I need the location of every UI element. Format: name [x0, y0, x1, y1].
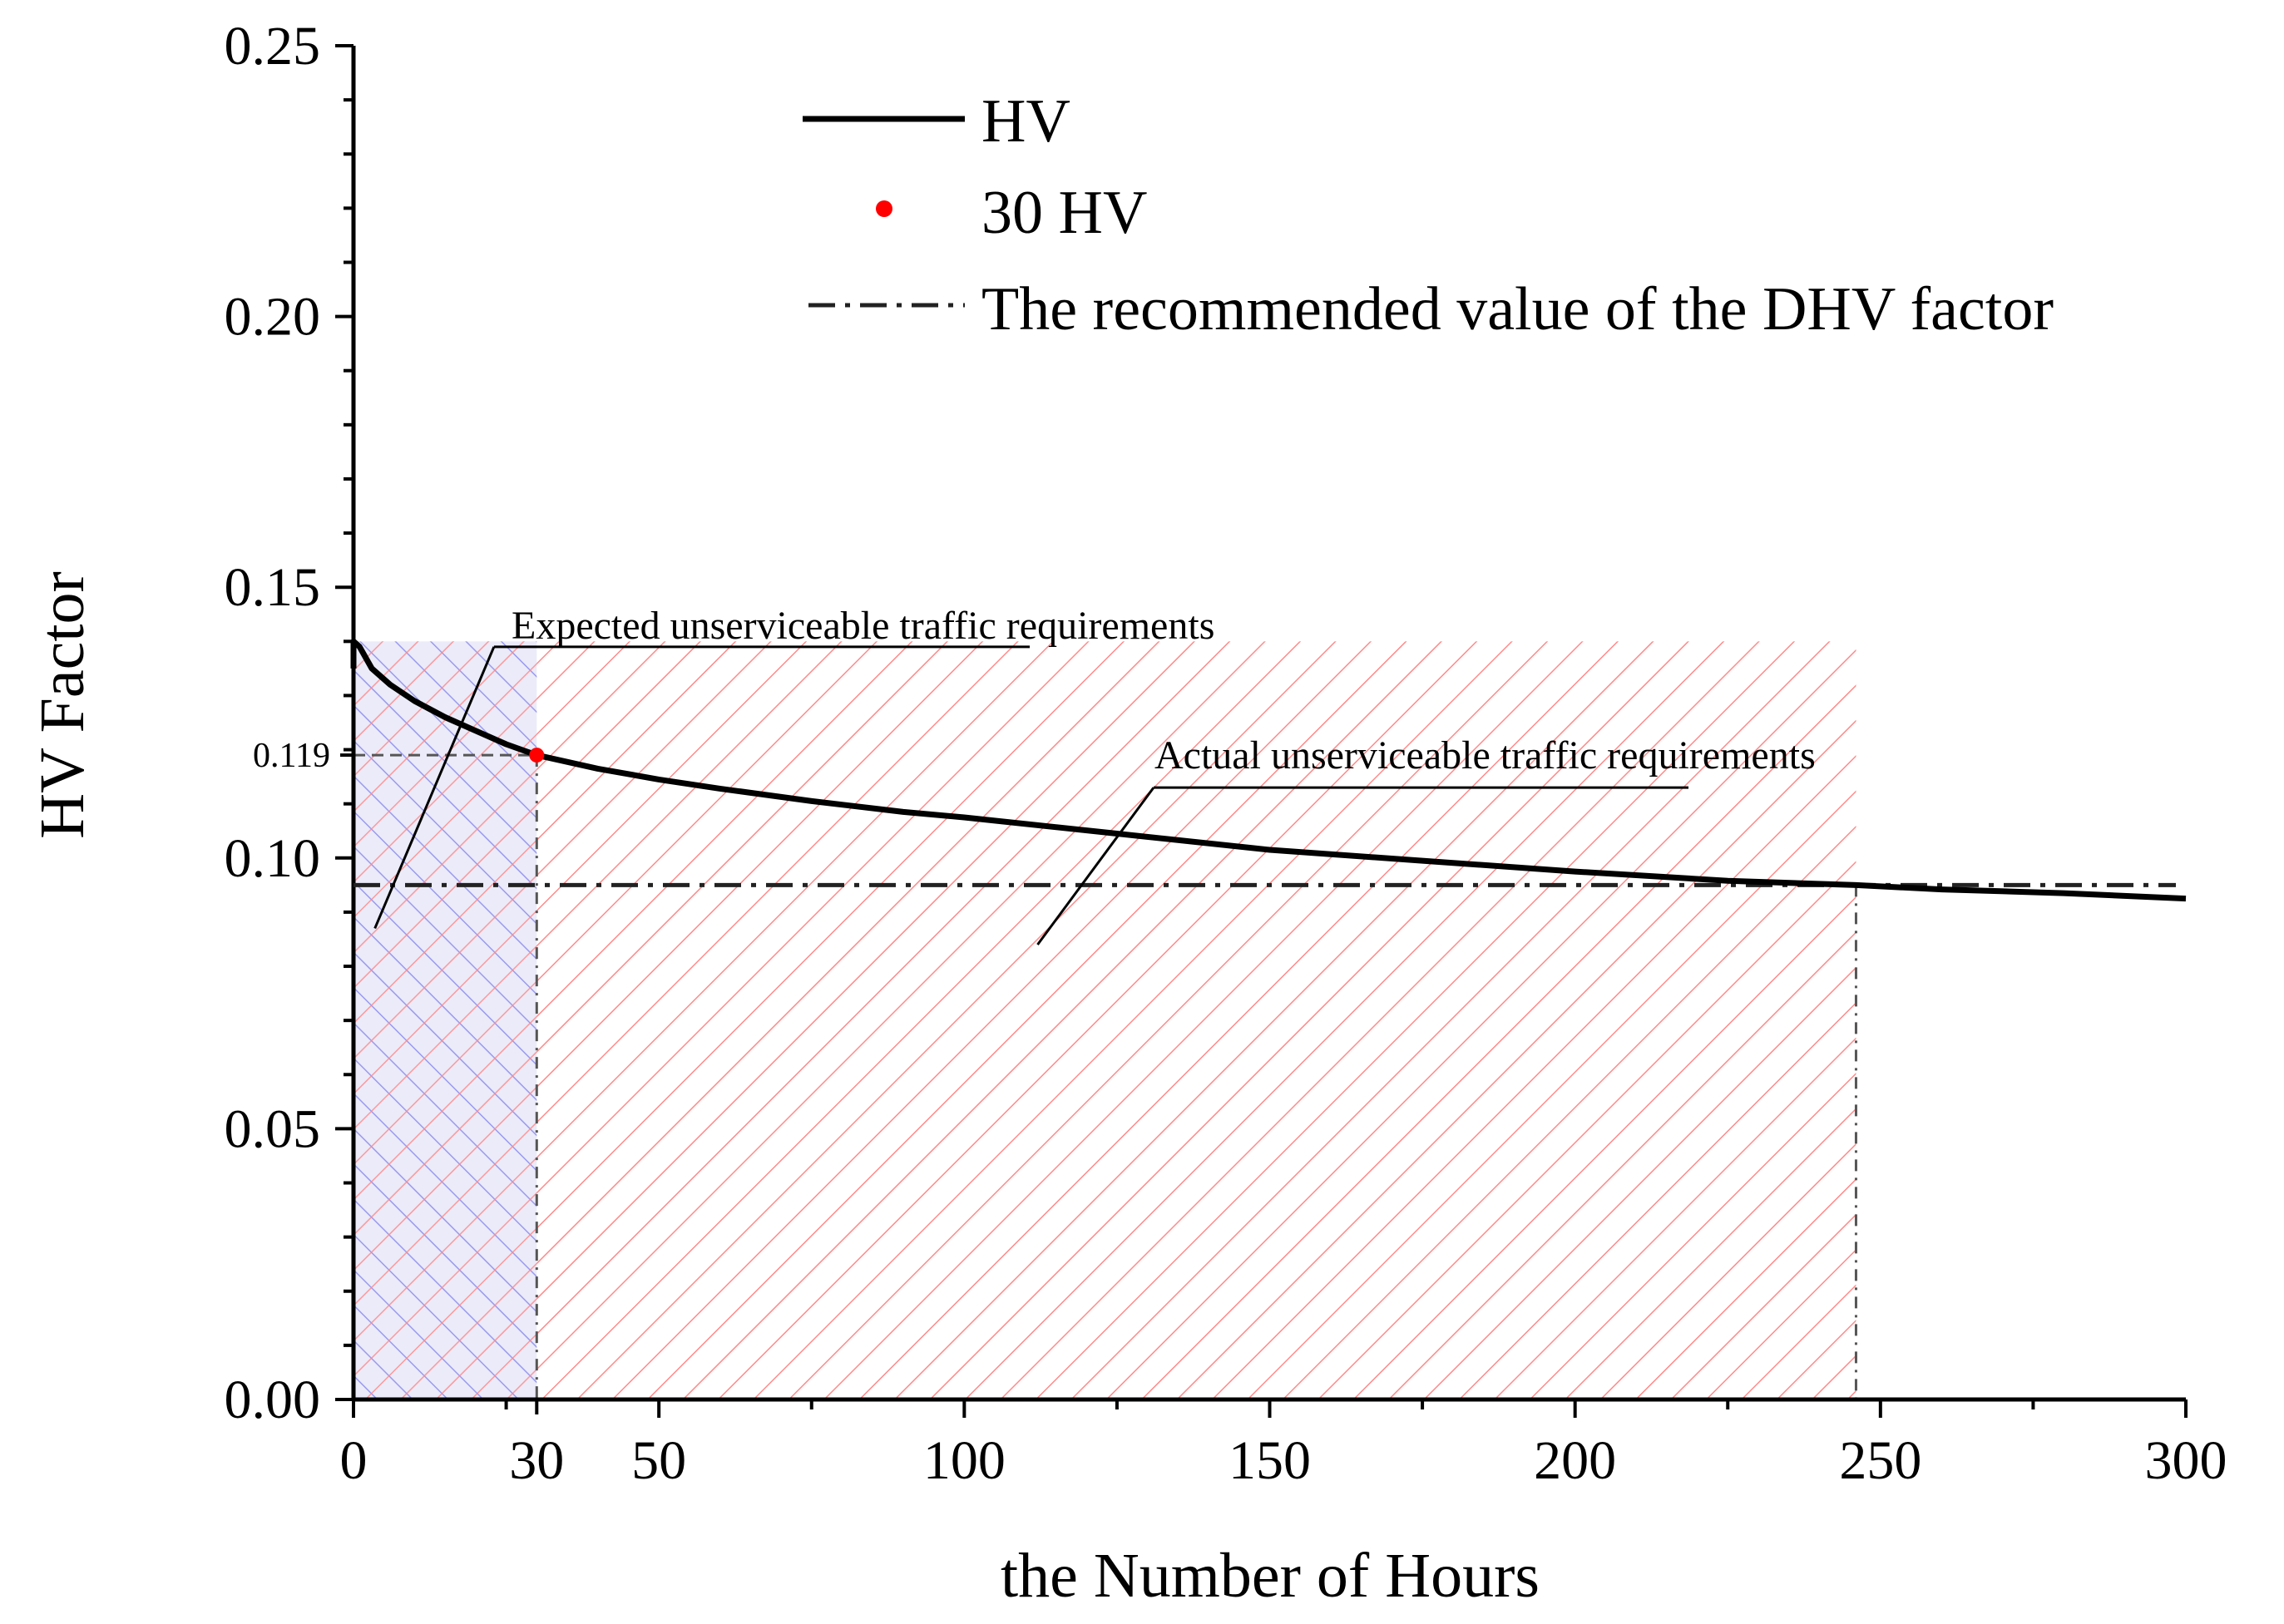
legend-30hv-swatch [876, 200, 892, 217]
x-tick-label: 200 [1534, 1430, 1616, 1491]
x-tick-label: 50 [631, 1430, 686, 1491]
x-tick-label: 30 [509, 1430, 564, 1491]
y-tick-label: 0.25 [225, 16, 321, 77]
annotation-actual-text: Actual unserviceable traffic requirement… [1154, 733, 1816, 777]
x-tick-label: 100 [923, 1430, 1006, 1491]
x-tick-label: 0 [340, 1430, 368, 1491]
expected-region-red-hatch [353, 641, 537, 1399]
x-tick-label: 150 [1229, 1430, 1311, 1491]
legend: HV 30 HV The recommended value of the DH… [803, 87, 2054, 343]
y-tick-label: 0.00 [225, 1370, 321, 1430]
axis-ticks [335, 44, 2188, 1418]
marker-value-label: 0.119 [253, 737, 330, 775]
y-tick-label: 0.15 [225, 557, 321, 618]
y-axis-title: HV Factor [27, 571, 97, 839]
x-axis-title: the Number of Hours [1001, 1541, 1540, 1611]
annotation-actual-leader [1036, 787, 1155, 945]
legend-30hv-label: 30 HV [981, 179, 1147, 247]
y-tick-label: 0.10 [225, 828, 321, 889]
legend-dhv-label: The recommended value of the DHV factor [981, 275, 2054, 343]
series-30hv-point [529, 748, 545, 763]
series-hv-line [350, 638, 2187, 902]
x-tick-label: 300 [2145, 1430, 2227, 1491]
axis-tick-labels: 0.00 0.05 0.10 0.15 0.20 0.25 0 30 50 100 150 200 25… [225, 16, 2227, 1491]
annotation-expected-leader [373, 646, 496, 930]
x-tick-label: 250 [1839, 1430, 1921, 1491]
annotation-expected-text: Expected unserviceable traffic requireme… [512, 604, 1214, 648]
y-tick-label: 0.20 [225, 287, 321, 348]
legend-hv-label: HV [981, 87, 1070, 155]
y-tick-label: 0.05 [225, 1098, 321, 1159]
